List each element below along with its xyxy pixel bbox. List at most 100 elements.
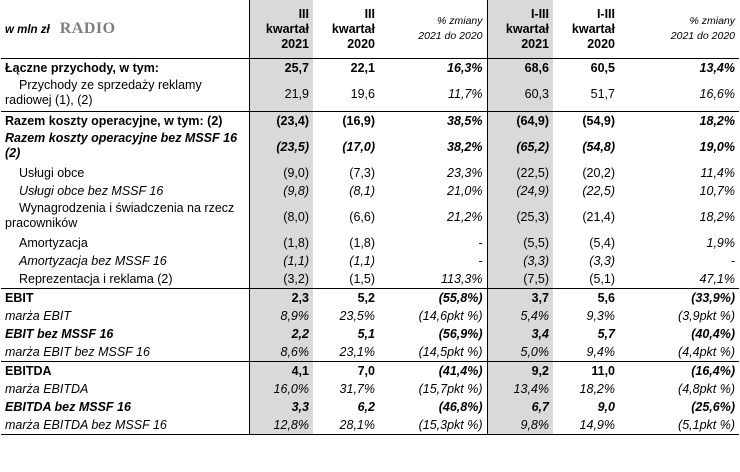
col-header-q1q3-2020: I-III kwartał 2020 [553,0,619,59]
row-value: (22,5) [582,183,615,198]
row-value: 5,7 [597,326,615,341]
table-row: Łączne przychody, w tym: 25,7 22,1 16,3% 68,… [1,58,739,77]
row-value: 9,4% [586,344,616,359]
row-value: 2,2 [248,325,313,343]
row-value: (3,2) [248,270,313,289]
row-value: (1,5) [349,271,375,286]
row-value: 23,3% [379,164,488,182]
row-value: 22,1 [350,60,375,75]
row-value: (3,3) [487,252,553,270]
row-value: 51,7 [590,86,615,101]
row-value: 31,7% [339,381,375,396]
row-value: 21,2% [379,200,488,234]
row-label: EBIT bez MSSF 16 [5,326,114,341]
table-row: EBITDA 4,1 7,0 (41,4%) 9,2 11,0 (16,4%) [1,361,739,380]
table-row: Razem koszty operacyjne, w tym: (2) (23,4… [1,111,739,130]
row-value: 12,8% [248,416,313,435]
header-label-cell: w mln zł RADIO [1,0,249,59]
row-value: (3,9pkt %) [678,308,735,323]
col-header-q1q3-2021: I-III kwartał 2021 [487,0,553,59]
row-value: (1,1) [349,253,375,268]
table-row: Usługi obce (9,0) (7,3) 23,3% (22,5) (20,2) 11… [1,164,739,182]
row-value: (5,5) [487,234,553,252]
row-label: marża EBIT [5,308,71,323]
row-value: - [379,234,488,252]
row-value: (15,3pkt %) [379,416,488,435]
row-value: 3,3 [248,398,313,416]
row-value: 9,8% [487,416,553,435]
row-value: (7,5) [487,270,553,289]
header-row: w mln zł RADIO III kwartał 2021 III kwart… [1,0,739,59]
table-row: Amortyzacja bez MSSF 16 (1,1) (1,1) - (3,3)(… [1,252,739,270]
row-value: (14,5pkt %) [379,343,488,362]
row-value: 19,0% [699,139,735,154]
row-label: Amortyzacja [19,235,88,250]
row-value: (25,3) [487,200,553,234]
row-value: (16,4%) [619,361,739,380]
row-value: (6,6) [349,209,375,224]
row-value: 4,1 [248,361,313,380]
row-value: (41,4%) [379,361,488,380]
row-value: 28,1% [313,416,379,435]
row-value: 5,4% [487,307,553,325]
row-value: 7,0 [313,361,379,380]
row-label: EBITDA bez MSSF 16 [5,399,131,414]
row-value: 9,0 [597,399,615,414]
row-value: 16,3% [379,58,488,77]
row-value: (5,1pkt %) [619,416,739,435]
row-value: (25,6%) [691,399,735,414]
row-value: (46,8%) [379,398,488,416]
row-value: (5,1) [589,271,615,286]
row-value: 21,9 [248,77,313,112]
row-value: (64,9) [487,111,553,130]
row-label: Razem koszty operacyjne, w tym: (2) [1,111,249,130]
row-value: 23,1% [339,344,375,359]
row-value: (1,1) [248,252,313,270]
row-value: - [730,253,735,268]
row-label: Razem koszty operacyjne bez MSSF 16 (2) [5,131,238,160]
row-value: 6,2 [357,399,375,414]
table-row: marża EBIT 8,9% 23,5% (14,6pkt %) 5,4% 9,3% (3… [1,307,739,325]
table-row: marża EBITDA 16,0% 31,7% (15,7pkt %) 13,4% 18… [1,380,739,398]
row-value: (23,4) [248,111,313,130]
row-value: (16,9) [313,111,379,130]
row-value: (8,1) [349,183,375,198]
row-label: marża EBITDA bez MSSF 16 [1,416,249,435]
row-value: 9,2 [487,361,553,380]
table-row: Amortyzacja (1,8) (1,8) - (5,5) (5,4) 1,9% [1,234,739,252]
row-value: (17,0) [342,139,375,154]
table-row: Razem koszty operacyjne bez MSSF 16 (2) (… [1,130,739,164]
row-value: 60,5 [590,60,615,75]
row-value: 6,7 [487,398,553,416]
row-value: 13,4% [699,60,735,75]
row-value: (4,8pkt %) [678,381,735,396]
table-row: Reprezentacja i reklama (2) (3,2) (1,5) 113… [1,270,739,289]
row-label: EBITDA [1,361,249,380]
row-label: Przychody ze sprzedaży reklamy radiowej … [5,78,202,107]
row-value: 11,4% [700,165,735,180]
row-value: 5,0% [487,343,553,362]
row-value: - [379,252,488,270]
row-value: (24,9) [487,182,553,200]
col-header-q3-2021: III kwartał 2021 [248,0,313,59]
row-value: 3,7 [487,288,553,307]
col-header-change-q1q3: % zmiany 2021 do 2020 [619,0,739,59]
row-value: 18,2% [579,381,615,396]
row-value: 8,9% [248,307,313,325]
row-value: 5,2 [313,288,379,307]
row-value: 9,3% [586,308,616,323]
row-value: (33,9%) [619,288,739,307]
row-value: 13,4% [487,380,553,398]
row-value: (54,9) [553,111,619,130]
table-row: Przychody ze sprzedaży reklamy radiowej … [1,77,739,112]
row-label: Wynagrodzenia i świadczenia na rzecz pra… [5,201,235,230]
row-value: 38,5% [379,111,488,130]
table-row: EBITDA bez MSSF 16 3,3 6,2 (46,8%) 6,7 9,0 (25… [1,398,739,416]
row-value: (15,7pkt %) [379,380,488,398]
table-row: Wynagrodzenia i świadczenia na rzecz pra… [1,200,739,234]
unit-label: w mln zł [5,23,50,36]
table-row: EBIT 2,3 5,2 (55,8%) 3,7 5,6 (33,9%) [1,288,739,307]
row-value: 47,1% [699,271,735,286]
col-header-q3-2020: III kwartał 2020 [313,0,379,59]
row-value: 2,3 [248,288,313,307]
